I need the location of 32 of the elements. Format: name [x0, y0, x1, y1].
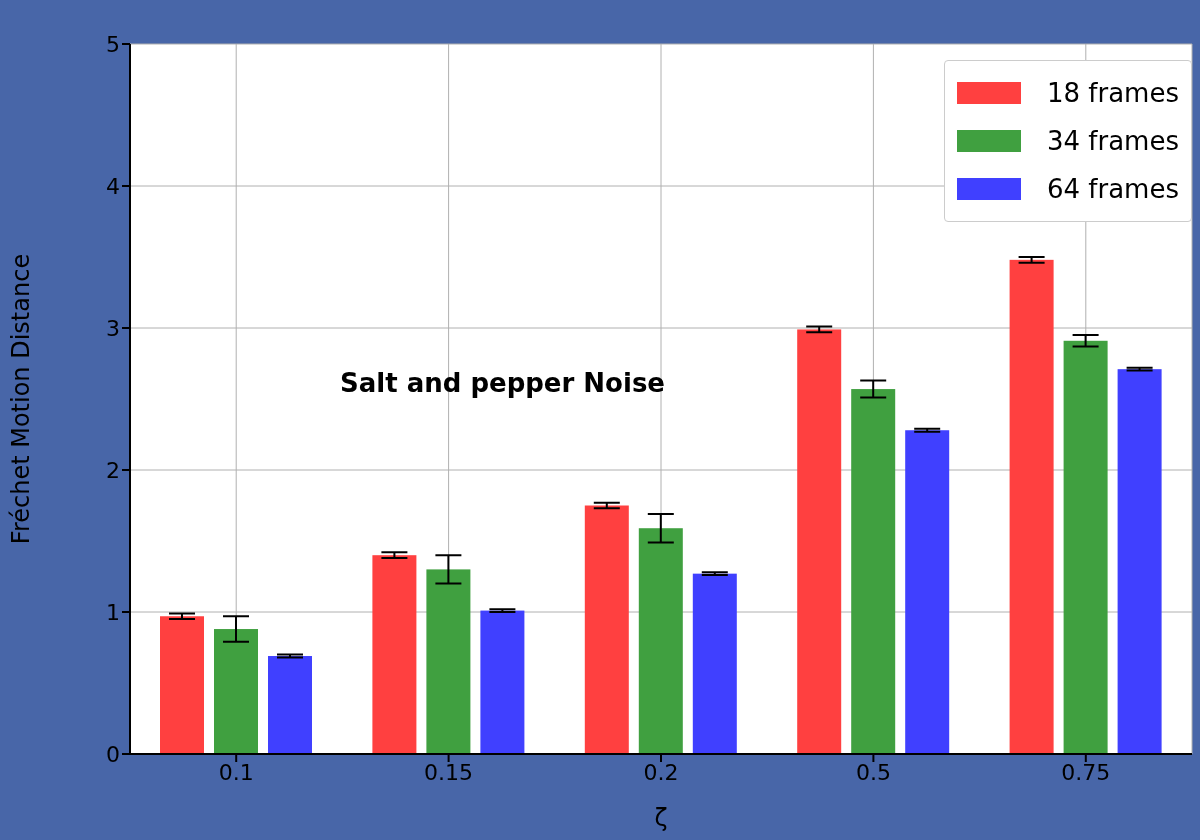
- legend-label: 34 frames: [1047, 126, 1179, 156]
- bar: [480, 610, 525, 754]
- x-axis-title: ζ: [654, 804, 668, 832]
- bar: [638, 528, 683, 754]
- bar: [584, 505, 629, 754]
- y-tick-label: 4: [106, 173, 120, 199]
- bar: [160, 616, 204, 754]
- x-tick-label: 0.2: [643, 759, 679, 785]
- bar: [268, 656, 312, 754]
- bar: [1117, 369, 1162, 754]
- x-tick-label: 0.1: [218, 759, 254, 785]
- y-tick-label: 0: [106, 741, 120, 767]
- bar: [372, 555, 417, 754]
- y-tick-label: 3: [106, 315, 120, 341]
- bar: [692, 573, 737, 754]
- bar: [426, 569, 471, 754]
- bar: [1009, 259, 1054, 754]
- bar: [797, 329, 842, 754]
- bar: [851, 389, 896, 754]
- bar: [905, 430, 950, 754]
- legend-label: 64 frames: [1047, 174, 1179, 204]
- y-tick-label: 1: [106, 599, 120, 625]
- x-tick-label: 0.5: [855, 759, 891, 785]
- x-tick-label: 0.75: [1061, 759, 1111, 785]
- y-tick-label: 2: [106, 457, 120, 483]
- bar: [214, 629, 258, 754]
- x-tick-label: 0.15: [424, 759, 474, 785]
- legend-label: 18 frames: [1047, 78, 1179, 108]
- bar: [1063, 340, 1108, 754]
- y-axis-title: Fréchet Motion Distance: [6, 253, 35, 545]
- y-tick-label: 5: [106, 31, 120, 57]
- annotation: Salt and pepper Noise: [340, 368, 665, 398]
